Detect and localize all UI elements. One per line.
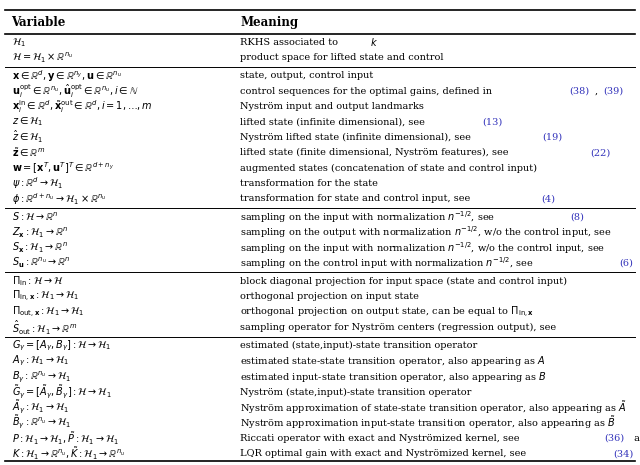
- Text: estimated state-state transition operator, also appearing as $A$: estimated state-state transition operato…: [240, 354, 545, 368]
- Text: $P : \mathcal{H}_1 \to \mathcal{H}_1, \tilde{P} : \mathcal{H}_1 \to \mathcal{H}_: $P : \mathcal{H}_1 \to \mathcal{H}_1, \t…: [12, 430, 119, 446]
- Text: $\Pi_{\mathrm{in}} : \mathcal{H} \to \mathcal{H}$: $\Pi_{\mathrm{in}} : \mathcal{H} \to \ma…: [12, 274, 63, 288]
- Text: Nyström approximation input-state transition operator, also appearing as $\tilde: Nyström approximation input-state transi…: [240, 414, 616, 431]
- Text: RKHS associated to: RKHS associated to: [240, 38, 341, 46]
- Text: lifted state (infinite dimensional), see: lifted state (infinite dimensional), see: [240, 117, 428, 126]
- Text: $Z_{\mathbf{x}} : \mathcal{H}_1 \to \mathbb{R}^n$: $Z_{\mathbf{x}} : \mathcal{H}_1 \to \mat…: [12, 226, 68, 239]
- Text: $\tilde{\mathbf{z}} \in \mathbb{R}^m$: $\tilde{\mathbf{z}} \in \mathbb{R}^m$: [12, 146, 45, 159]
- Text: product space for lifted state and control: product space for lifted state and contr…: [240, 53, 444, 62]
- Text: $\mathcal{H} = \mathcal{H}_1 \times \mathbb{R}^{n_u}$: $\mathcal{H} = \mathcal{H}_1 \times \mat…: [12, 50, 73, 65]
- Text: (4): (4): [541, 194, 555, 203]
- Text: Nyström input and output landmarks: Nyström input and output landmarks: [240, 102, 424, 111]
- Text: (39): (39): [604, 86, 623, 96]
- Text: (22): (22): [591, 148, 611, 157]
- Text: block diagonal projection for input space (state and control input): block diagonal projection for input spac…: [240, 277, 567, 286]
- Text: orthogonal projection on input state: orthogonal projection on input state: [240, 292, 419, 301]
- Text: augmented states (concatenation of state and control input): augmented states (concatenation of state…: [240, 164, 537, 173]
- Text: $G_\gamma = [A_\gamma, B_\gamma] : \mathcal{H} \to \mathcal{H}_1$: $G_\gamma = [A_\gamma, B_\gamma] : \math…: [12, 339, 111, 353]
- Text: $\psi : \mathbb{R}^d \to \mathcal{H}_1$: $\psi : \mathbb{R}^d \to \mathcal{H}_1$: [12, 176, 63, 192]
- Text: Riccati operator with exact and Nyströmized kernel, see: Riccati operator with exact and Nyströmi…: [240, 434, 523, 443]
- Text: $k$: $k$: [371, 36, 378, 48]
- Text: Meaning: Meaning: [240, 16, 298, 29]
- Text: $\mathbf{u}_i^{\mathrm{opt}} \in \mathbb{R}^{n_u}, \hat{\mathbf{u}}_i^{\mathrm{o: $\mathbf{u}_i^{\mathrm{opt}} \in \mathbb…: [12, 82, 138, 100]
- Text: sampling on the output with normalization $n^{-1/2}$, w/o the control input, see: sampling on the output with normalizatio…: [240, 225, 612, 240]
- Text: $S : \mathcal{H} \to \mathbb{R}^n$: $S : \mathcal{H} \to \mathbb{R}^n$: [12, 211, 58, 223]
- Text: transformation for state and control input, see: transformation for state and control inp…: [240, 194, 474, 203]
- Text: $\mathbf{w} = [\mathbf{x}^T, \mathbf{u}^T]^T \in \mathbb{R}^{d+n_y}$: $\mathbf{w} = [\mathbf{x}^T, \mathbf{u}^…: [12, 160, 113, 176]
- Text: $z \in \mathcal{H}_1$: $z \in \mathcal{H}_1$: [12, 115, 43, 128]
- Text: orthogonal projection on output state, can be equal to $\Pi_{\mathrm{in},\mathbf: orthogonal projection on output state, c…: [240, 305, 534, 320]
- Text: (38): (38): [569, 86, 589, 96]
- Text: $\tilde{B}_\gamma : \mathbb{R}^{n_u} \to \mathcal{H}_1$: $\tilde{B}_\gamma : \mathbb{R}^{n_u} \to…: [12, 414, 70, 432]
- Text: $K : \mathcal{H}_1 \to \mathbb{R}^{n_u}, \tilde{K} : \mathcal{H}_1 \to \mathbb{R: $K : \mathcal{H}_1 \to \mathbb{R}^{n_u},…: [12, 445, 125, 462]
- Text: (19): (19): [542, 133, 562, 142]
- Text: $\hat{S}_{\mathrm{out}} : \mathcal{H}_1 \to \mathbb{R}^m$: $\hat{S}_{\mathrm{out}} : \mathcal{H}_1 …: [12, 319, 77, 337]
- Text: $\Pi_{\mathrm{out},\mathbf{x}} : \mathcal{H}_1 \to \mathcal{H}_1$: $\Pi_{\mathrm{out},\mathbf{x}} : \mathca…: [12, 305, 84, 320]
- Text: $\mathbf{x}_i^{\mathrm{in}} \in \mathbb{R}^d, \tilde{\mathbf{x}}_i^{\mathrm{out}: $\mathbf{x}_i^{\mathrm{in}} \in \mathbb{…: [12, 98, 152, 115]
- Text: $\tilde{G}_\gamma = [\tilde{A}_\gamma, \tilde{B}_\gamma] : \mathcal{H} \to \math: $\tilde{G}_\gamma = [\tilde{A}_\gamma, \…: [12, 383, 111, 401]
- Text: (36): (36): [605, 434, 625, 443]
- Text: $A_\gamma : \mathcal{H}_1 \to \mathcal{H}_1$: $A_\gamma : \mathcal{H}_1 \to \mathcal{H…: [12, 354, 68, 368]
- Text: LQR optimal gain with exact and Nyströmized kernel, see: LQR optimal gain with exact and Nyströmi…: [240, 449, 529, 458]
- Text: and: and: [630, 434, 640, 443]
- Text: estimated input-state transition operator, also appearing as $B$: estimated input-state transition operato…: [240, 370, 547, 384]
- Text: lifted state (finite dimensional, Nyström features), see: lifted state (finite dimensional, Nyströ…: [240, 148, 511, 157]
- Text: $\mathbf{x} \in \mathbb{R}^d, \mathbf{y} \in \mathbb{R}^{n_y}, \mathbf{u} \in \m: $\mathbf{x} \in \mathbb{R}^d, \mathbf{y}…: [12, 68, 122, 84]
- Text: $\phi : \mathbb{R}^{d+n_u} \to \mathcal{H}_1 \times \mathbb{R}^{n_u}$: $\phi : \mathbb{R}^{d+n_u} \to \mathcal{…: [12, 191, 106, 207]
- Text: sampling on the input with normalization $n^{-1/2}$, w/o the control input, see: sampling on the input with normalization…: [240, 240, 605, 256]
- Text: $\tilde{A}_\gamma : \mathcal{H}_1 \to \mathcal{H}_1$: $\tilde{A}_\gamma : \mathcal{H}_1 \to \m…: [12, 399, 69, 416]
- Text: Variable: Variable: [12, 16, 66, 29]
- Text: and: and: [639, 449, 640, 458]
- Text: state, output, control input: state, output, control input: [240, 71, 373, 80]
- Text: Nyström approximation of state-state transition operator, also appearing as $\ti: Nyström approximation of state-state tra…: [240, 399, 627, 416]
- Text: $S_{\mathbf{x}} : \mathcal{H}_1 \to \mathbb{R}^n$: $S_{\mathbf{x}} : \mathcal{H}_1 \to \mat…: [12, 241, 67, 255]
- Text: ,: ,: [595, 86, 602, 96]
- Text: (13): (13): [483, 117, 503, 126]
- Text: $\hat{z} \in \mathcal{H}_1$: $\hat{z} \in \mathcal{H}_1$: [12, 129, 43, 145]
- Text: $S_{\mathbf{u}} : \mathbb{R}^{n_u} \to \mathbb{R}^n$: $S_{\mathbf{u}} : \mathbb{R}^{n_u} \to \…: [12, 256, 70, 270]
- Text: (8): (8): [570, 213, 584, 221]
- Text: $\mathcal{H}_1$: $\mathcal{H}_1$: [12, 36, 26, 48]
- Text: transformation for the state: transformation for the state: [240, 179, 378, 188]
- Text: Nyström (state,input)-state transition operator: Nyström (state,input)-state transition o…: [240, 387, 472, 397]
- Text: (34): (34): [613, 449, 634, 458]
- Text: (6): (6): [620, 259, 633, 268]
- Text: control sequences for the optimal gains, defined in: control sequences for the optimal gains,…: [240, 86, 495, 96]
- Text: $\Pi_{\mathrm{in},\mathbf{x}} : \mathcal{H}_1 \to \mathcal{H}_1$: $\Pi_{\mathrm{in},\mathbf{x}} : \mathcal…: [12, 289, 79, 305]
- Text: sampling operator for Nyström centers (regression output), see: sampling operator for Nyström centers (r…: [240, 323, 559, 332]
- Text: $B_\gamma : \mathbb{R}^{n_u} \to \mathcal{H}_1$: $B_\gamma : \mathbb{R}^{n_u} \to \mathca…: [12, 369, 70, 384]
- Text: estimated (state,input)-state transition operator: estimated (state,input)-state transition…: [240, 341, 477, 350]
- Text: Nyström lifted state (infinite dimensional), see: Nyström lifted state (infinite dimension…: [240, 133, 474, 142]
- Text: sampling on the control input with normalization $n^{-1/2}$, see: sampling on the control input with norma…: [240, 255, 534, 271]
- Text: sampling on the input with normalization $n^{-1/2}$, see: sampling on the input with normalization…: [240, 209, 495, 225]
